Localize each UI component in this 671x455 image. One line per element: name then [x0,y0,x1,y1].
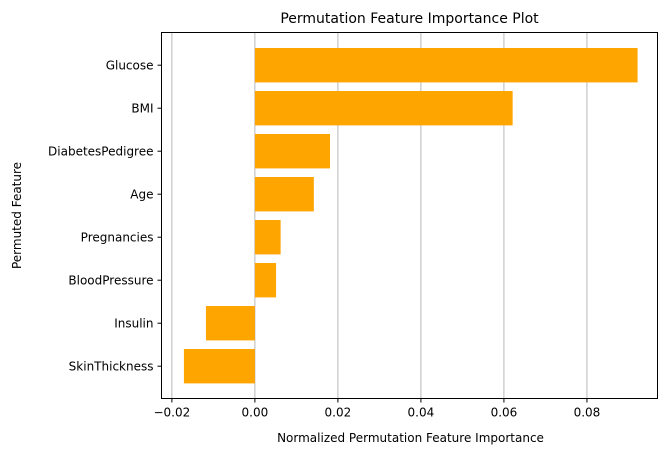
bar [254,263,277,298]
bar [254,177,314,212]
x-tick-label: −0.02 [153,406,190,420]
x-axis-ticks: −0.02 0.00 0.02 0.04 0.06 0.08 [153,398,601,420]
plot-frame [161,32,658,399]
bar [254,220,281,255]
y-tick-label: Pregnancies [81,231,154,245]
chart-title: Permutation Feature Importance Plot [280,11,539,27]
x-tick-label: 0.04 [408,406,435,420]
x-tick-label: 0.08 [574,406,601,420]
bar [254,48,638,83]
y-tick-label: BMI [131,102,153,116]
bar [205,306,255,341]
x-tick-label: 0.00 [242,406,269,420]
x-axis-label: Normalized Permutation Feature Importanc… [277,431,544,445]
y-axis-ticks: Glucose BMI DiabetesPedigree Age Pregnancies… [48,59,162,374]
y-axis-label: Permuted Feature [10,162,24,269]
y-tick-label: Insulin [114,317,153,331]
x-tick-label: 0.02 [325,406,352,420]
bar [183,349,255,384]
x-tick-label: 0.06 [491,406,518,420]
y-tick-label: Age [130,188,153,202]
y-tick-label: BloodPressure [68,274,153,288]
y-tick-label: Glucose [106,59,154,73]
bar [254,134,331,169]
bars [183,48,638,384]
y-tick-label: DiabetesPedigree [48,145,153,159]
y-tick-label: SkinThickness [69,360,154,374]
bar [254,91,513,126]
